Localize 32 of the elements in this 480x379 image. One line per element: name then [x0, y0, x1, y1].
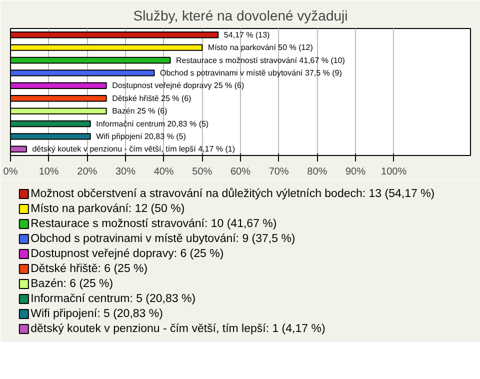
- x-tick-label: 60%: [230, 166, 251, 178]
- legend-label: Dětské hřiště: 6 (25 %): [30, 263, 148, 275]
- legend-label: Informační centrum: 5 (20,83 %): [30, 293, 196, 305]
- data-label: Dostupnost veřejné dopravy 25 % (6): [112, 81, 244, 90]
- chart-title: Služby, které na dovolené vyžaduji: [133, 8, 348, 24]
- data-label: Místo na parkování 50 % (12): [208, 43, 314, 52]
- x-tick-label: 20%: [77, 166, 98, 178]
- x-tick-label: 0%: [3, 166, 18, 178]
- data-label: Dětské hřiště 25 % (6): [112, 94, 192, 103]
- data-label: Obchod s potravinami v místě ubytování 37,5 % (9): [160, 68, 342, 78]
- x-tick-label: 100%: [381, 166, 407, 178]
- legend-label: Wifi připojení: 5 (20,83 %): [30, 308, 164, 320]
- data-label: 54,17 % (13): [224, 30, 270, 40]
- x-tick-label: 50%: [192, 166, 212, 178]
- x-tick-label: 80%: [307, 166, 328, 178]
- legend-label: Možnost občerstvení a stravování na důležitých výletních bodech: 13 (54,17 %): [30, 187, 435, 200]
- data-label: Restaurace s možností stravování 41,67 % (10): [176, 56, 346, 65]
- x-tick-label: 70%: [268, 166, 289, 178]
- legend-label: dětský koutek v penzionu - čím větší, tím lepší: 1 (4,17 %): [30, 323, 326, 335]
- data-label: Wifi připojení 20,83 % (5): [96, 132, 186, 141]
- data-label: Informační centrum 20,83 % (5): [96, 119, 209, 128]
- legend-label: Restaurace s možností stravování: 10 (41,67 %): [30, 218, 277, 230]
- data-label: Bazén 25 % (6): [112, 106, 168, 116]
- legend-label: Dostupnost veřejné dopravy: 6 (25 %): [30, 248, 224, 260]
- legend-label: Obchod s potravinami v místě ubytování: 9 (37,5 %): [30, 233, 296, 245]
- x-tick-label: 10%: [38, 166, 59, 178]
- x-tick-label: 90%: [345, 166, 366, 178]
- legend-label: Místo na parkování: 12 (50 %): [30, 203, 185, 215]
- x-tick-label: 40%: [154, 166, 174, 178]
- x-tick-label: 30%: [115, 166, 136, 178]
- data-label: dětský koutek v penzionu - čím větší, tím lepší 4,17 % (1): [32, 144, 236, 154]
- legend-label: Bazén: 6 (25 %): [30, 278, 114, 290]
